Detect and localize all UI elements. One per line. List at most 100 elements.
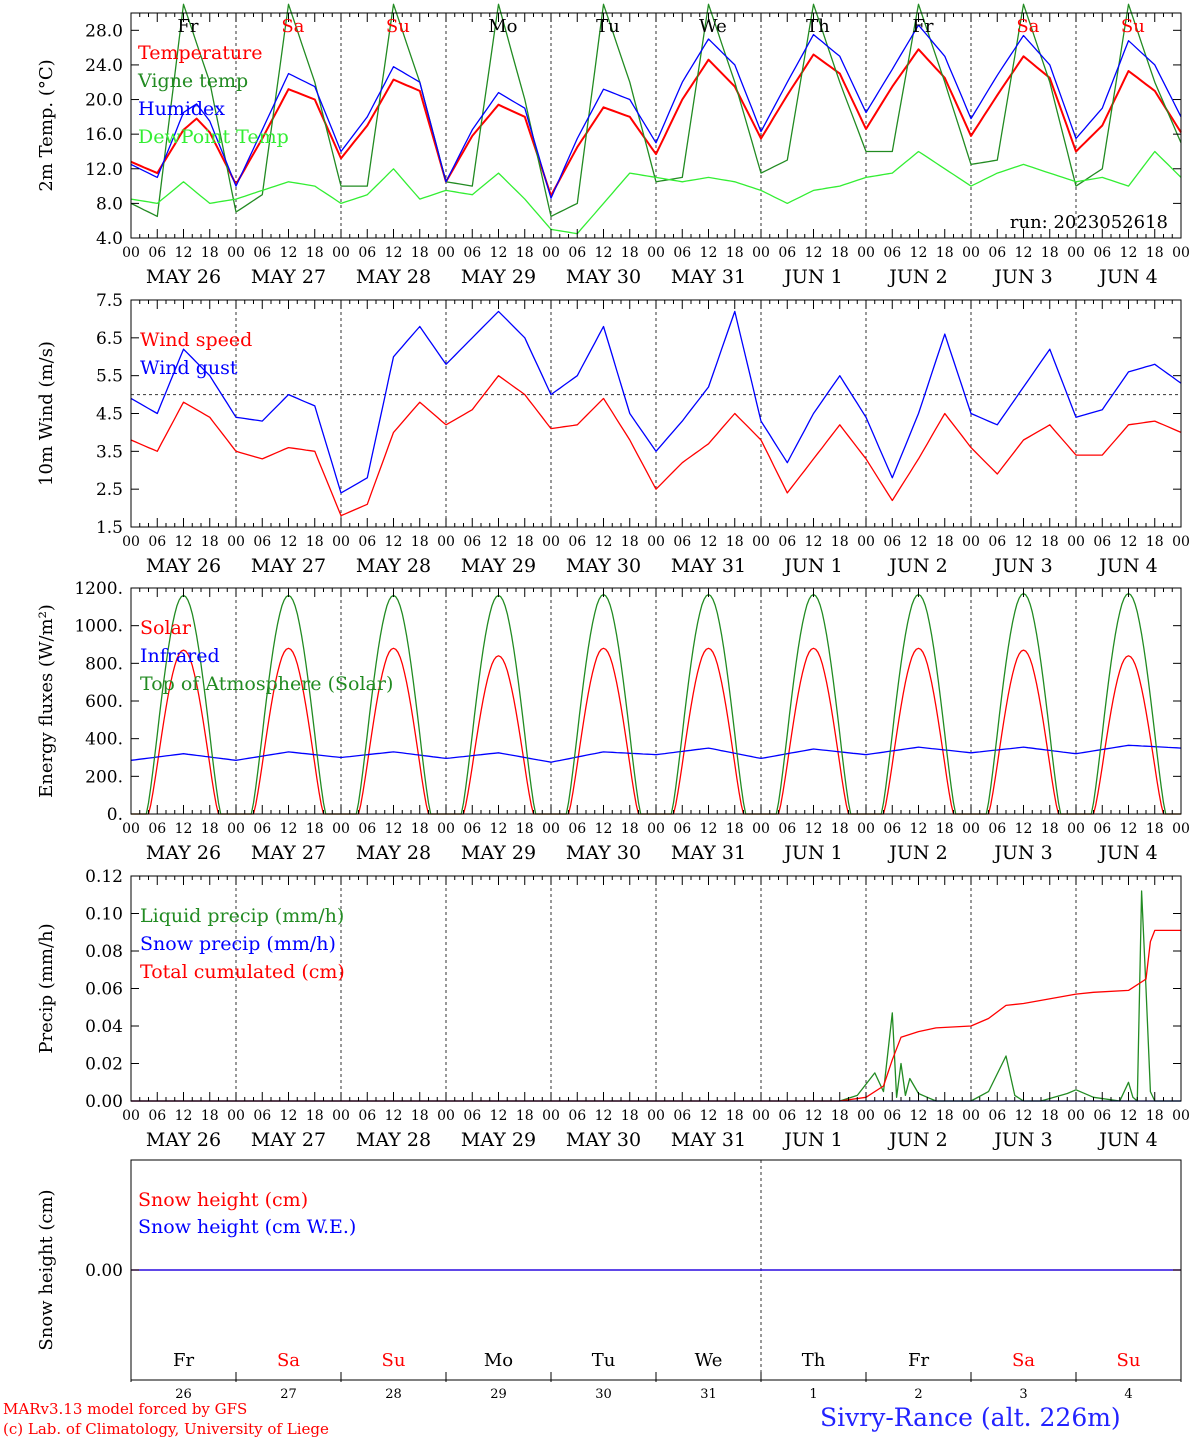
date-label: MAY 27 <box>251 266 326 288</box>
date-label: MAY 31 <box>671 266 746 288</box>
hour-tick-label: 18 <box>1146 821 1164 837</box>
hour-tick-label: 06 <box>1093 534 1111 550</box>
hour-tick-label: 12 <box>805 245 823 261</box>
day-number: 30 <box>595 1387 612 1400</box>
hour-tick-label: 00 <box>227 821 245 837</box>
hour-tick-label: 18 <box>831 245 849 261</box>
hour-tick-label: 06 <box>883 245 901 261</box>
legend-entry: Top of Atmosphere (Solar) <box>140 673 393 695</box>
hour-tick-label: 12 <box>175 821 193 837</box>
hour-tick-label: 00 <box>962 245 980 261</box>
hour-tick-label: 06 <box>568 245 586 261</box>
hour-tick-label: 12 <box>280 1108 298 1124</box>
hour-tick-label: 06 <box>253 1108 271 1124</box>
date-label: JUN 3 <box>992 1129 1052 1151</box>
hour-tick-label: 00 <box>857 534 875 550</box>
hour-tick-label: 06 <box>568 821 586 837</box>
hour-tick-label: 00 <box>1172 1108 1190 1124</box>
hour-tick-label: 18 <box>621 534 639 550</box>
series-line <box>130 310 1182 494</box>
hour-tick-label: 06 <box>673 821 691 837</box>
day-name: Su <box>382 1350 406 1371</box>
y-tick-label: 200. <box>85 767 123 787</box>
date-label: JUN 2 <box>887 1129 947 1151</box>
legend-entry: Temperature <box>138 42 262 64</box>
hour-tick-label: 12 <box>490 1108 508 1124</box>
lab-credit: (c) Lab. of Climatology, University of L… <box>3 1420 329 1438</box>
hour-tick-label: 00 <box>122 534 140 550</box>
series-line <box>131 929 1181 1102</box>
hour-tick-label: 18 <box>306 821 324 837</box>
legend-entry: Infrared <box>140 645 220 667</box>
hour-tick-label: 12 <box>175 1108 193 1124</box>
day-name: Th <box>802 1350 826 1371</box>
hour-tick-label: 00 <box>542 245 560 261</box>
day-name: Su <box>1121 16 1145 37</box>
day-number: 1 <box>809 1387 817 1400</box>
hour-tick-label: 00 <box>542 534 560 550</box>
date-label: MAY 29 <box>461 842 536 864</box>
date-label: MAY 31 <box>671 555 746 577</box>
y-tick-label: 12.0 <box>85 160 123 180</box>
hour-tick-label: 00 <box>542 821 560 837</box>
series-line <box>130 3 1182 218</box>
hour-tick-label: 18 <box>726 821 744 837</box>
hour-tick-label: 06 <box>988 821 1006 837</box>
legend-entry: Wind speed <box>140 329 252 351</box>
day-name: We <box>695 1350 723 1371</box>
y-tick-label: 0.06 <box>85 980 123 1000</box>
date-label: JUN 4 <box>1097 266 1157 288</box>
day-name: Tu <box>596 16 620 37</box>
hour-tick-label: 12 <box>280 245 298 261</box>
day-name: Fr <box>177 16 198 37</box>
day-name: Fr <box>173 1350 194 1371</box>
day-name: Fr <box>908 1350 929 1371</box>
hour-tick-label: 18 <box>621 245 639 261</box>
hour-tick-label: 06 <box>988 534 1006 550</box>
y-axis-label: Energy fluxes (W/m²) <box>36 604 57 798</box>
date-label: MAY 30 <box>566 266 641 288</box>
day-number: 28 <box>385 1387 402 1400</box>
hour-tick-label: 18 <box>1146 1108 1164 1124</box>
hour-tick-label: 18 <box>831 821 849 837</box>
hour-tick-label: 00 <box>1067 245 1085 261</box>
date-label: MAY 31 <box>671 842 746 864</box>
hour-tick-label: 12 <box>1015 534 1033 550</box>
y-tick-label: 0.00 <box>85 1261 123 1281</box>
hour-tick-label: 18 <box>411 245 429 261</box>
hour-tick-label: 06 <box>778 1108 796 1124</box>
date-label: JUN 4 <box>1097 555 1157 577</box>
hour-tick-label: 18 <box>621 1108 639 1124</box>
legend-entry: Humidex <box>138 98 225 120</box>
hour-tick-label: 18 <box>201 821 219 837</box>
day-name: Sa <box>277 1350 300 1371</box>
hour-tick-label: 18 <box>621 821 639 837</box>
date-label: JUN 2 <box>887 842 947 864</box>
hour-tick-label: 12 <box>175 534 193 550</box>
hour-tick-label: 00 <box>332 1108 350 1124</box>
hour-tick-label: 12 <box>910 534 928 550</box>
hour-tick-label: 06 <box>463 245 481 261</box>
hour-tick-label: 06 <box>778 534 796 550</box>
date-label: MAY 31 <box>671 1129 746 1151</box>
hour-tick-label: 12 <box>805 1108 823 1124</box>
hour-tick-label: 12 <box>385 534 403 550</box>
y-axis-label: Precip (mm/h) <box>36 923 57 1053</box>
hour-tick-label: 18 <box>1146 245 1164 261</box>
hour-tick-label: 12 <box>700 821 718 837</box>
meteogram: 4.0 8.0 12.0 16.0 20.0 24.0 28.0 2m Temp. (°C) 0… <box>36 3 1190 1400</box>
hour-tick-label: 06 <box>988 245 1006 261</box>
hour-tick-label: 18 <box>306 245 324 261</box>
hour-tick-label: 12 <box>700 534 718 550</box>
date-label: MAY 30 <box>566 842 641 864</box>
hour-tick-label: 06 <box>883 1108 901 1124</box>
hour-tick-label: 18 <box>306 534 324 550</box>
hour-tick-label: 00 <box>1067 821 1085 837</box>
y-tick-label: 8.0 <box>96 194 123 214</box>
hour-tick-label: 18 <box>1041 245 1059 261</box>
hour-tick-label: 12 <box>1120 245 1138 261</box>
hour-tick-label: 12 <box>1120 1108 1138 1124</box>
hour-tick-label: 06 <box>673 1108 691 1124</box>
hour-tick-label: 18 <box>516 1108 534 1124</box>
hour-tick-label: 12 <box>595 245 613 261</box>
